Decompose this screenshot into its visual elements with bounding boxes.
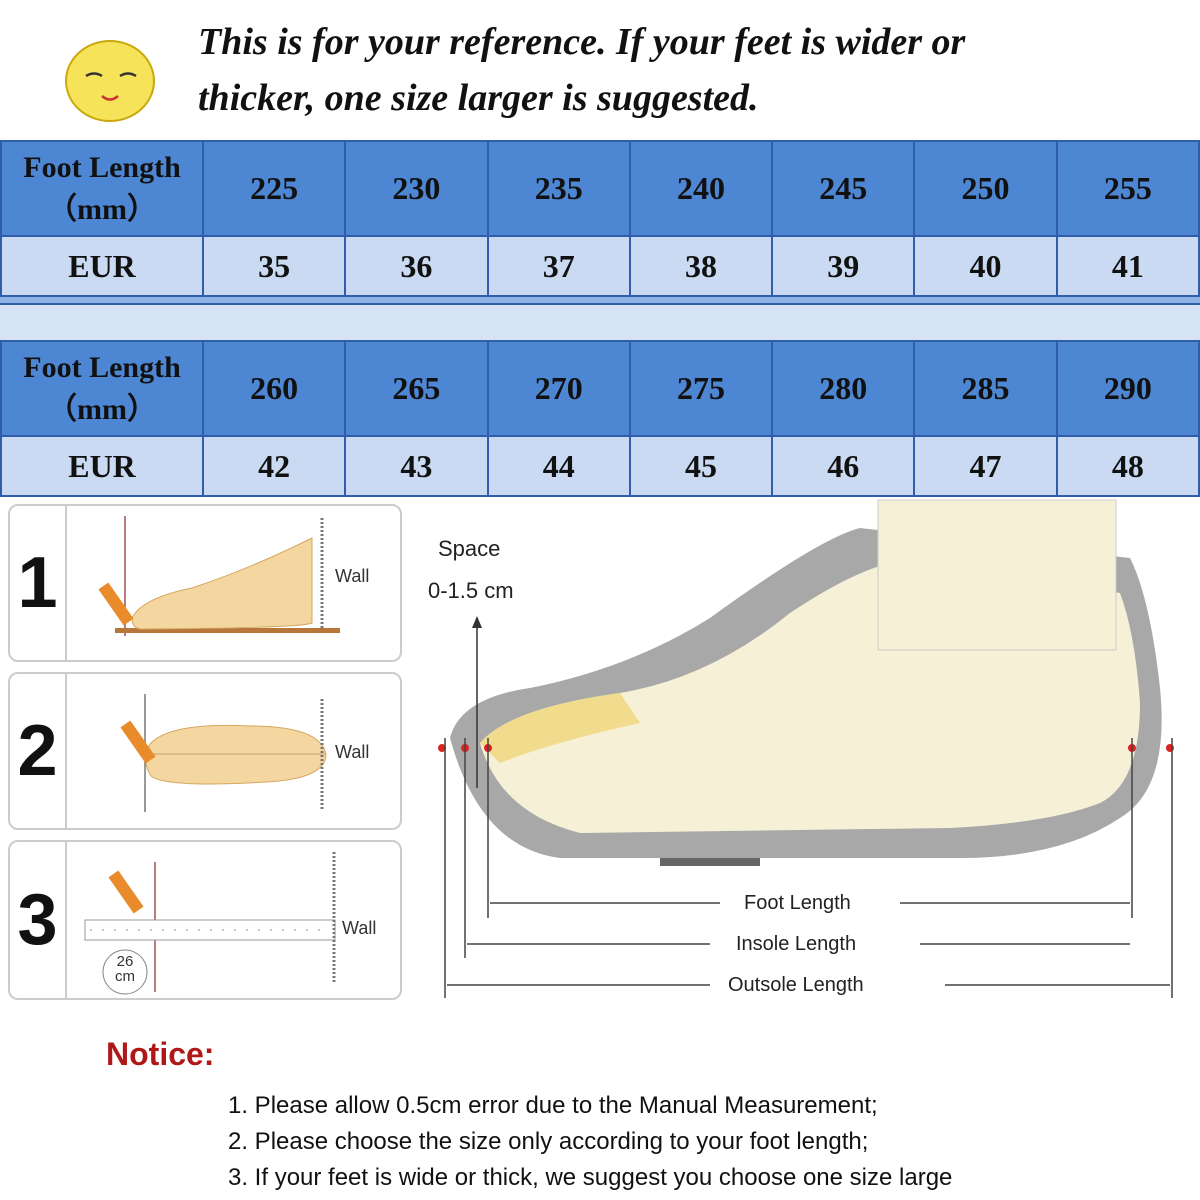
insole-length-measure: Insole Length — [736, 933, 857, 955]
length-cell: 280 — [771, 340, 916, 437]
foot-side-illustration — [98, 516, 340, 636]
step-number: 2 — [10, 674, 67, 828]
length-cell: 260 — [201, 340, 347, 437]
space-label: Space — [438, 536, 501, 561]
length-cell: 240 — [628, 140, 774, 237]
step-number: 3 — [10, 842, 67, 998]
foot-length-measure: Foot Length — [744, 892, 851, 914]
eur-row: EUR 42 43 44 45 46 47 48 — [0, 435, 1200, 497]
wall-label: Wall — [342, 918, 377, 938]
length-cell: 230 — [344, 140, 489, 237]
wall-label: Wall — [335, 566, 370, 586]
reference-note-line1: This is for your reference. If your feet… — [198, 21, 966, 63]
foot-length-row: Foot Length （mm） 260 265 270 275 280 285 … — [0, 340, 1200, 437]
eur-cell: 41 — [1055, 235, 1200, 297]
length-cell: 290 — [1055, 340, 1200, 437]
eur-cell: 44 — [486, 435, 631, 497]
foot-length-label: Foot Length （mm） — [0, 340, 204, 437]
eur-label: EUR — [0, 435, 204, 497]
table-spacer — [0, 305, 1200, 340]
eur-cell: 43 — [344, 435, 489, 497]
length-cell: 255 — [1055, 140, 1200, 237]
wall-label: Wall — [335, 742, 370, 762]
foot-top-illustration — [120, 694, 327, 812]
length-cell: 285 — [913, 340, 1058, 437]
step-2-panel: 2 Wall — [8, 672, 402, 830]
eur-cell: 35 — [201, 235, 347, 297]
eur-cell: 48 — [1055, 435, 1200, 497]
length-cell: 250 — [913, 140, 1058, 237]
eur-row: EUR 35 36 37 38 39 40 41 — [0, 235, 1200, 297]
ruler-reading: 26 cm — [115, 953, 135, 985]
reference-note-line2: thicker, one size larger is suggested. — [198, 77, 759, 119]
size-table-2: Foot Length （mm） 260 265 270 275 280 285 … — [0, 340, 1200, 497]
reference-note: This is for your reference. If your feet… — [198, 14, 1198, 126]
step-number: 1 — [10, 506, 67, 660]
foot-length-label: Foot Length （mm） — [0, 140, 204, 237]
smiley-face-icon — [65, 40, 155, 122]
eur-cell: 39 — [771, 235, 916, 297]
table-divider — [0, 295, 1200, 305]
size-table-1: Foot Length （mm） 225 230 235 240 245 250 … — [0, 140, 1200, 297]
eur-cell: 45 — [628, 435, 774, 497]
eur-cell: 37 — [486, 235, 631, 297]
eur-cell: 38 — [628, 235, 774, 297]
eur-label: EUR — [0, 235, 204, 297]
ruler-illustration — [84, 852, 336, 995]
notice-item: 2. Please choose the size only according… — [228, 1128, 869, 1155]
step-3-panel: 3 26 cm Wall — [8, 840, 402, 1000]
length-cell: 270 — [486, 340, 631, 437]
notice-item: 3. If your feet is wide or thick, we sug… — [228, 1164, 953, 1191]
eur-cell: 36 — [344, 235, 489, 297]
notice-item: 1. Please allow 0.5cm error due to the M… — [228, 1092, 878, 1119]
length-cell: 265 — [344, 340, 489, 437]
length-cell: 235 — [486, 140, 631, 237]
eur-cell: 46 — [771, 435, 916, 497]
space-value: 0-1.5 cm — [428, 578, 514, 603]
notice-title: Notice: — [106, 1036, 215, 1072]
foot-length-row: Foot Length （mm） 225 230 235 240 245 250 … — [0, 140, 1200, 237]
length-cell: 245 — [771, 140, 916, 237]
eur-cell: 40 — [913, 235, 1058, 297]
length-cell: 275 — [628, 340, 774, 437]
shoe-cross-section-diagram — [438, 499, 1174, 998]
length-cell: 225 — [201, 140, 347, 237]
eur-cell: 47 — [913, 435, 1058, 497]
outsole-length-measure: Outsole Length — [728, 974, 864, 996]
eur-cell: 42 — [201, 435, 347, 497]
step-1-panel: 1 Wall — [8, 504, 402, 662]
